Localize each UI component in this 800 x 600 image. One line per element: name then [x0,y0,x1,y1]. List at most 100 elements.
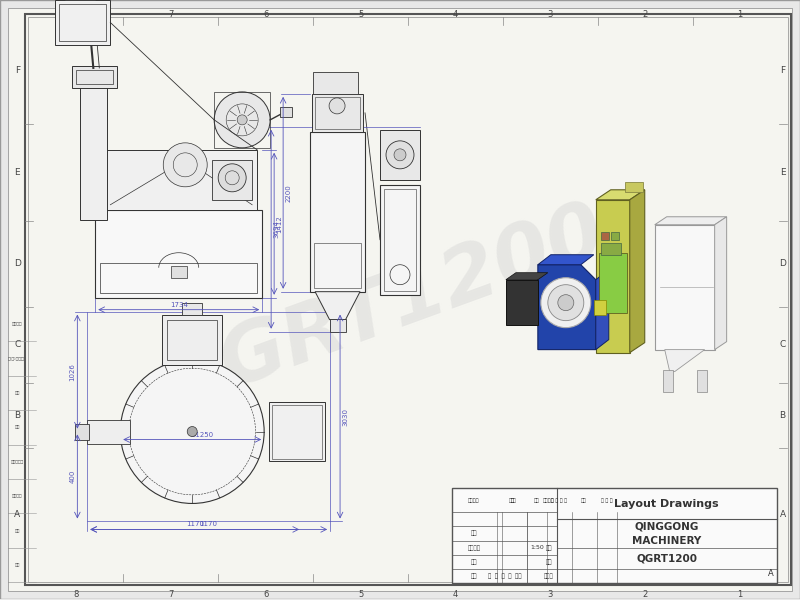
Text: F: F [780,66,785,75]
Text: 分区: 分区 [509,498,514,503]
Text: 标准化: 标准化 [544,574,554,579]
Text: 1: 1 [738,590,742,599]
Text: 比例: 比例 [534,498,540,503]
Bar [272,404,322,458]
Text: 5: 5 [358,10,363,19]
Bar [314,243,361,287]
Bar [87,419,130,443]
Text: 7: 7 [168,590,174,599]
Text: 1:50: 1:50 [530,545,544,550]
Text: D: D [14,259,21,268]
Text: 标记处数: 标记处数 [468,498,480,503]
Bar [59,4,106,41]
Bar [162,314,222,365]
Bar [313,72,358,94]
Circle shape [386,141,414,169]
Text: 2: 2 [642,10,648,19]
Text: A: A [779,511,786,520]
Text: 零件代号: 零件代号 [12,322,22,326]
Polygon shape [506,273,548,280]
Polygon shape [596,200,630,353]
Text: 1734: 1734 [170,302,188,308]
Text: Ø1250: Ø1250 [190,431,214,437]
Polygon shape [630,190,645,353]
Text: 1170: 1170 [186,521,204,527]
Text: 3694: 3694 [273,220,279,238]
Text: Layout Drawings: Layout Drawings [614,499,719,509]
Text: 底图总号: 底图总号 [12,494,22,498]
Bar [625,182,642,192]
Text: 4: 4 [453,10,458,19]
Circle shape [329,98,345,114]
Bar [100,263,257,293]
Text: 审核: 审核 [546,545,552,551]
Bar [269,401,325,461]
Circle shape [187,427,198,437]
Text: A: A [14,511,21,520]
Bar [280,107,292,117]
Text: 1026: 1026 [70,362,75,380]
Bar [170,266,186,278]
Text: QGRT1200: QGRT1200 [145,193,615,427]
Bar [315,97,360,129]
Bar [76,70,114,84]
Text: C: C [779,340,786,349]
Text: B: B [779,410,786,419]
Text: 8: 8 [73,590,78,599]
Bar [380,185,420,295]
Bar [106,150,257,210]
Text: A: A [768,569,774,578]
Text: D: D [779,259,786,268]
Polygon shape [596,190,645,200]
Text: 3: 3 [548,590,553,599]
Text: 1412: 1412 [276,215,282,233]
Text: B: B [14,410,21,419]
Text: E: E [14,168,20,177]
Text: 描图: 描图 [14,391,20,395]
Bar [662,370,673,392]
Text: 8: 8 [73,10,78,19]
Bar [212,160,252,200]
Polygon shape [538,255,594,265]
Text: 3030: 3030 [342,407,348,425]
Text: 1170: 1170 [200,521,218,527]
Text: 6: 6 [263,590,268,599]
Text: 4: 4 [453,590,458,599]
Text: 设计: 设计 [470,574,477,579]
Text: 日期: 日期 [14,563,20,567]
Bar [87,311,330,521]
Bar [598,253,626,313]
Bar [697,370,706,392]
Circle shape [394,149,406,161]
Text: 签名: 签名 [581,498,586,503]
Bar [384,189,416,290]
Circle shape [548,284,584,320]
Text: 5: 5 [358,590,363,599]
Polygon shape [596,270,609,350]
Polygon shape [665,350,705,371]
Bar [610,232,618,240]
Circle shape [237,115,247,125]
Bar [95,210,262,298]
Bar [80,70,107,220]
Polygon shape [654,225,714,350]
Text: 描校: 描校 [14,425,20,429]
Circle shape [120,359,264,503]
Bar [594,299,606,314]
Text: 3: 3 [548,10,553,19]
Text: 旧底图总号: 旧底图总号 [11,460,24,464]
Text: QGRT1200: QGRT1200 [636,554,698,563]
Circle shape [541,278,590,328]
Text: C: C [14,340,21,349]
Text: 400: 400 [70,470,75,483]
Text: F: F [15,66,20,75]
Bar [452,488,777,583]
Bar [55,0,110,45]
Text: 共  张  第  张  版本: 共 张 第 张 版本 [488,574,521,579]
Bar [601,243,621,255]
Bar [75,424,90,440]
Text: 1: 1 [738,10,742,19]
Bar [182,302,202,314]
Text: 批准: 批准 [470,531,477,536]
Text: 2200: 2200 [285,184,291,202]
